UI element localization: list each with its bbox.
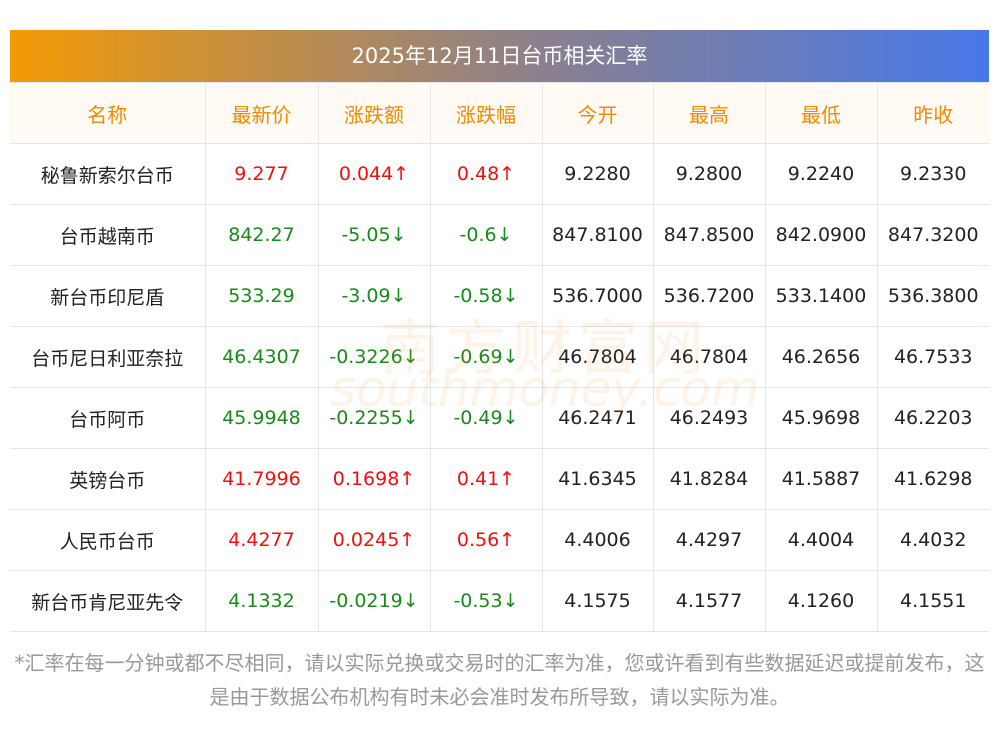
currency-name-cell: 新台币肯尼亚先令 (10, 570, 206, 632)
value-cell: 0.48↑ (429, 143, 543, 205)
value-cell: 533.1400 (764, 265, 878, 327)
value-cell: -0.2255↓ (317, 387, 431, 449)
column-header: 最新价 (204, 82, 319, 144)
value-cell: 45.9948 (204, 387, 319, 449)
table-row: 英镑台币 41.7996 0.1698↑ 0.41↑ 41.6345 41.8284 41.… (10, 448, 989, 510)
table-row: 人民币台币 4.4277 0.0245↑ 0.56↑ 4.4006 4.4297 4.400… (10, 509, 989, 571)
value-cell: 533.29 (204, 265, 319, 327)
value-cell: 9.2800 (652, 143, 766, 205)
value-cell: 9.2240 (764, 143, 878, 205)
value-cell: -0.69↓ (429, 326, 543, 388)
column-header: 最低 (764, 82, 878, 144)
currency-name-cell: 新台币印尼盾 (10, 265, 206, 327)
value-cell: 41.6298 (876, 448, 989, 510)
column-header: 最高 (652, 82, 766, 144)
value-cell: 46.2493 (652, 387, 766, 449)
table-header-row: 名称 最新价 涨跌额 涨跌幅 今开 最高 最低 昨收 (10, 82, 989, 144)
value-cell: 9.2330 (876, 143, 989, 205)
value-cell: -0.6↓ (429, 204, 543, 266)
value-cell: 847.8500 (652, 204, 766, 266)
disclaimer-note: *汇率在每一分钟或都不尽相同，请以实际兑换或交易时的汇率为准，您或许看到有些数据… (14, 651, 985, 709)
value-cell: 4.4297 (652, 509, 766, 571)
value-cell: -0.58↓ (429, 265, 543, 327)
currency-name-cell: 台币越南币 (10, 204, 206, 266)
value-cell: 46.7533 (876, 326, 989, 388)
value-cell: 4.1332 (204, 570, 319, 632)
value-cell: 46.2471 (541, 387, 654, 449)
value-cell: 4.1260 (764, 570, 878, 632)
currency-name-cell: 秘鲁新索尔台币 (10, 143, 206, 205)
value-cell: 4.4006 (541, 509, 654, 571)
table-row: 台币阿币 45.9948 -0.2255↓ -0.49↓ 46.2471 46.2493 4… (10, 387, 989, 449)
value-cell: 4.4032 (876, 509, 989, 571)
table-row: 台币越南币 842.27 -5.05↓ -0.6↓ 847.8100 847.8500 84… (10, 204, 989, 266)
value-cell: 4.4277 (204, 509, 319, 571)
column-header: 涨跌额 (317, 82, 431, 144)
value-cell: 9.277 (204, 143, 319, 205)
value-cell: 0.0245↑ (317, 509, 431, 571)
value-cell: 0.56↑ (429, 509, 543, 571)
value-cell: 4.4004 (764, 509, 878, 571)
exchange-rate-table: 名称 最新价 涨跌额 涨跌幅 今开 最高 最低 昨收 秘鲁新索尔台币 9.277 0.044↑ 0.… (10, 82, 989, 632)
value-cell: 46.7804 (541, 326, 654, 388)
table-row: 新台币肯尼亚先令 4.1332 -0.0219↓ -0.53↓ 4.1575 4.1577… (10, 570, 989, 632)
column-header: 昨收 (876, 82, 989, 144)
value-cell: 41.6345 (541, 448, 654, 510)
value-cell: 842.0900 (764, 204, 878, 266)
table-row: 台币尼日利亚奈拉 46.4307 -0.3226↓ -0.69↓ 46.7804 46.7… (10, 326, 989, 388)
column-header: 名称 (10, 82, 206, 144)
value-cell: 536.3800 (876, 265, 989, 327)
value-cell: 4.1575 (541, 570, 654, 632)
value-cell: -0.0219↓ (317, 570, 431, 632)
value-cell: 46.2656 (764, 326, 878, 388)
value-cell: 41.5887 (764, 448, 878, 510)
value-cell: -0.53↓ (429, 570, 543, 632)
value-cell: 0.044↑ (317, 143, 431, 205)
column-header: 今开 (541, 82, 654, 144)
currency-name-cell: 台币尼日利亚奈拉 (10, 326, 206, 388)
table-title: 2025年12月11日台币相关汇率 (10, 30, 989, 82)
value-cell: 4.1577 (652, 570, 766, 632)
value-cell: 46.7804 (652, 326, 766, 388)
value-cell: -3.09↓ (317, 265, 431, 327)
value-cell: 4.1551 (876, 570, 989, 632)
table-row: 新台币印尼盾 533.29 -3.09↓ -0.58↓ 536.7000 536.7200… (10, 265, 989, 327)
column-header: 涨跌幅 (429, 82, 543, 144)
currency-name-cell: 英镑台币 (10, 448, 206, 510)
value-cell: 46.4307 (204, 326, 319, 388)
currency-name-cell: 人民币台币 (10, 509, 206, 571)
value-cell: 9.2280 (541, 143, 654, 205)
currency-name-cell: 台币阿币 (10, 387, 206, 449)
value-cell: 41.7996 (204, 448, 319, 510)
value-cell: 41.8284 (652, 448, 766, 510)
value-cell: 0.1698↑ (317, 448, 431, 510)
table-row: 秘鲁新索尔台币 9.277 0.044↑ 0.48↑ 9.2280 9.2800 9.224… (10, 143, 989, 205)
value-cell: 847.8100 (541, 204, 654, 266)
value-cell: -5.05↓ (317, 204, 431, 266)
value-cell: 536.7000 (541, 265, 654, 327)
value-cell: 46.2203 (876, 387, 989, 449)
value-cell: 842.27 (204, 204, 319, 266)
value-cell: -0.3226↓ (317, 326, 431, 388)
value-cell: 847.3200 (876, 204, 989, 266)
value-cell: 0.41↑ (429, 448, 543, 510)
value-cell: 536.7200 (652, 265, 766, 327)
value-cell: 45.9698 (764, 387, 878, 449)
value-cell: -0.49↓ (429, 387, 543, 449)
